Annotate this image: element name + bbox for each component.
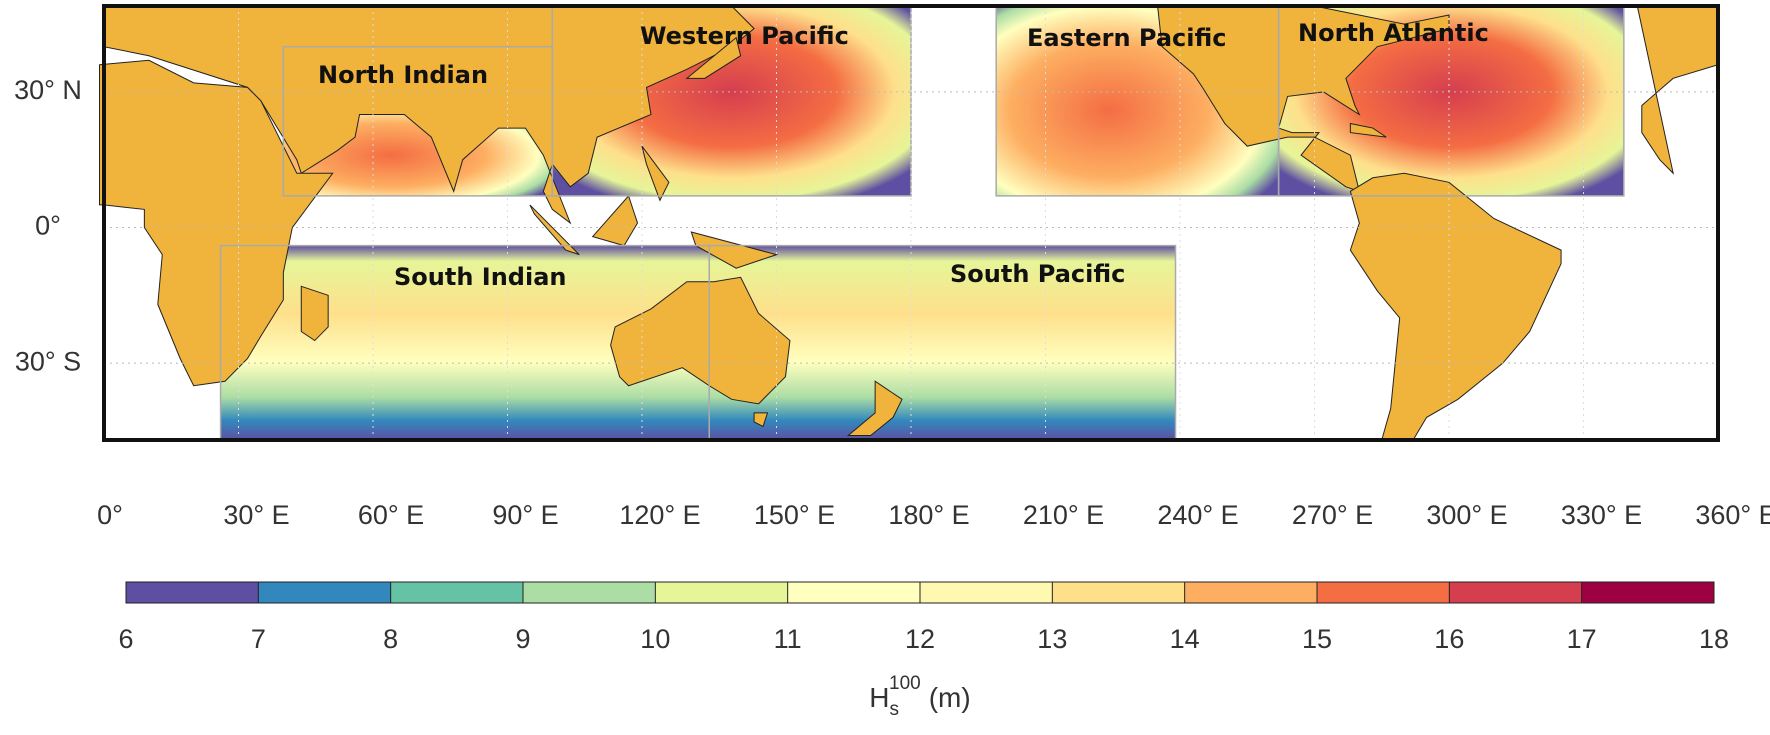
x-tick-label: 60° E — [358, 500, 424, 530]
x-tick-label: 360° E — [1695, 500, 1770, 530]
basin-field — [709, 245, 1176, 440]
land — [1636, 5, 1719, 175]
land — [103, 5, 755, 225]
x-tick-label: 150° E — [754, 500, 835, 530]
label-base: H — [869, 682, 889, 713]
colorbar-tick-label: 15 — [1302, 624, 1332, 654]
region-label: South Pacific — [950, 260, 1125, 288]
colorbar-tick-label: 17 — [1567, 624, 1597, 654]
x-tick-label: 330° E — [1561, 500, 1642, 530]
land — [641, 145, 670, 202]
colorbar-tick-label: 8 — [383, 624, 398, 654]
region-label: Eastern Pacific — [1027, 24, 1227, 52]
colorbar-segment — [523, 582, 656, 603]
colorbar-segment — [1449, 582, 1582, 603]
colorbar-tick-label: 9 — [515, 624, 530, 654]
colorbar-segment — [258, 582, 391, 603]
x-tick-label: 0° — [97, 500, 123, 530]
land — [529, 204, 580, 256]
region-label: South Indian — [394, 263, 566, 291]
colorbar-segment — [787, 582, 920, 603]
x-tick-label: 270° E — [1292, 500, 1373, 530]
colorbar-segment — [1317, 582, 1450, 603]
land — [753, 412, 769, 428]
land — [690, 231, 779, 269]
x-tick-label: 90° E — [492, 500, 558, 530]
land — [99, 59, 334, 387]
land — [610, 276, 791, 405]
land — [1349, 172, 1562, 441]
colorbar-segment — [126, 582, 259, 603]
land — [591, 194, 639, 247]
colorbar-segment — [1581, 582, 1714, 603]
colorbar-tick-label: 18 — [1699, 624, 1729, 654]
x-tick-label: 300° E — [1426, 500, 1507, 530]
label-sup: 100 — [889, 673, 921, 694]
land — [685, 36, 742, 79]
x-tick-label: 30° E — [223, 500, 289, 530]
land — [1157, 5, 1450, 193]
colorbar-label: Hs 100 (m) — [869, 673, 970, 720]
colorbar-segment — [655, 582, 788, 603]
colorbar-segment — [390, 582, 523, 603]
label-sub: s — [890, 699, 900, 720]
x-tick-label: 240° E — [1157, 500, 1238, 530]
colorbar-segment — [920, 582, 1053, 603]
map — [99, 5, 1719, 441]
basin-field — [220, 245, 710, 440]
land — [1349, 122, 1387, 138]
colorbar-tick-label: 10 — [640, 624, 670, 654]
region-label: North Atlantic — [1298, 19, 1489, 47]
y-tick-label: 30° N — [14, 75, 82, 105]
y-tick-label: 0° — [35, 211, 61, 241]
region-label: Western Pacific — [640, 22, 849, 50]
x-tick-label: 120° E — [619, 500, 700, 530]
y-tick-label: 30° S — [15, 346, 81, 376]
colorbar-tick-label: 7 — [251, 624, 266, 654]
colorbar-tick-label: 13 — [1037, 624, 1067, 654]
colorbar-tick-label: 11 — [774, 624, 802, 654]
colorbar-frame — [125, 581, 1715, 604]
colorbar-tick-label: 14 — [1170, 624, 1200, 654]
label-unit: (m) — [929, 682, 971, 713]
colorbar-segment — [1052, 582, 1185, 603]
x-tick-label: 210° E — [1023, 500, 1104, 530]
colorbar-tick-label: 6 — [118, 624, 133, 654]
colorbar-segment — [1184, 582, 1317, 603]
colorbar-tick-label: 16 — [1434, 624, 1464, 654]
x-tick-label: 180° E — [888, 500, 969, 530]
colorbar-tick-label: 12 — [905, 624, 935, 654]
land — [300, 285, 329, 342]
land — [846, 380, 903, 436]
region-label: North Indian — [318, 61, 488, 89]
map-frame — [102, 4, 1720, 442]
